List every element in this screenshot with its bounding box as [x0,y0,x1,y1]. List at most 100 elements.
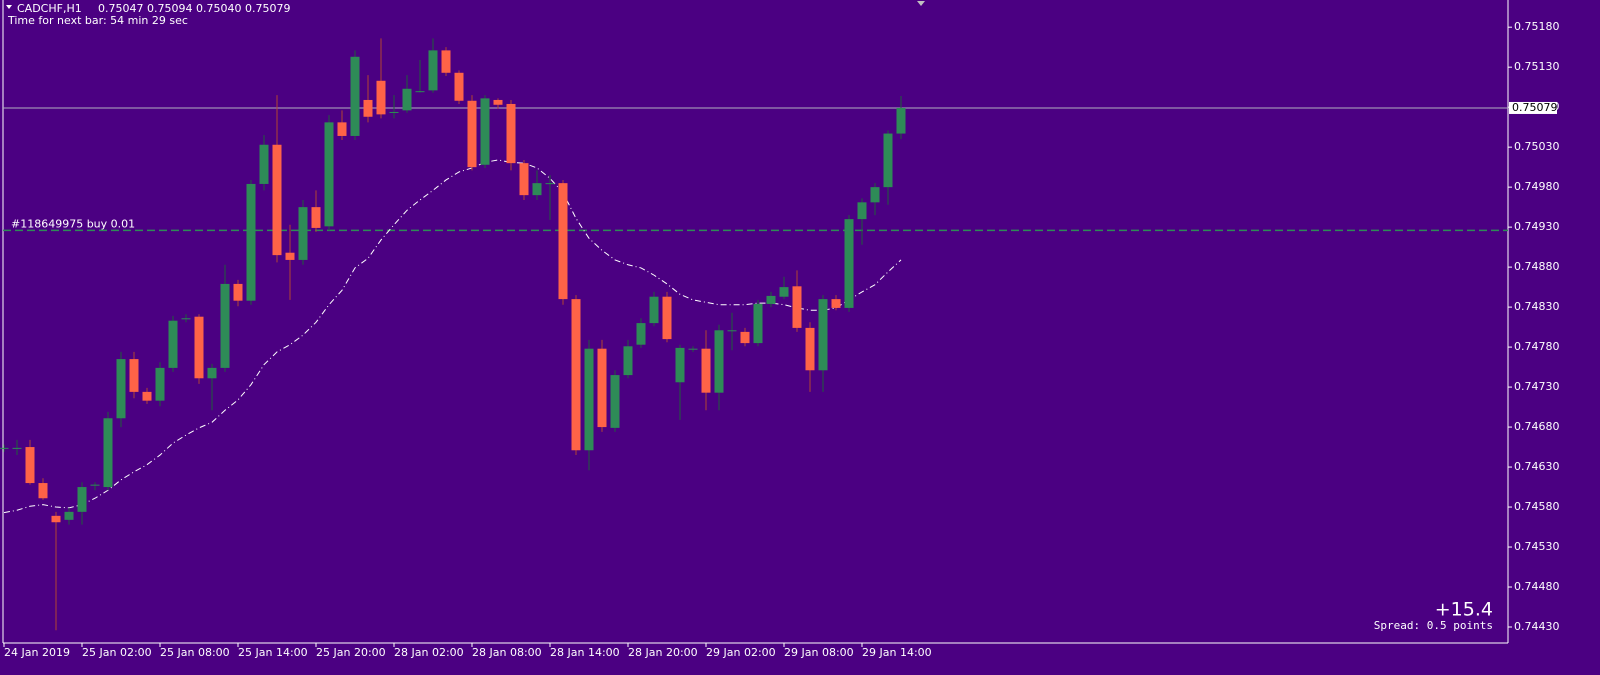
body [246,183,256,301]
y-tick-label: 0.75030 [1514,140,1560,153]
candle [831,295,841,311]
candle [675,344,685,420]
x-tick-label: 28 Jan 20:00 [628,646,698,659]
body [12,447,22,449]
candle [155,362,165,407]
candle [766,291,776,308]
y-tick-label: 0.74680 [1514,420,1560,433]
body [584,348,594,451]
body [51,515,61,523]
candle [259,135,269,191]
body [701,348,711,393]
candle [298,199,308,265]
candle [285,224,295,300]
candle [441,47,451,76]
body [545,183,555,185]
body [337,122,347,136]
candle [129,351,139,399]
body [870,187,880,203]
candle [792,270,802,332]
last-price-label: 0.75079 [1512,101,1558,114]
y-tick-label: 0.74580 [1514,500,1560,513]
body [324,122,334,227]
x-tick-label: 29 Jan 14:00 [862,646,932,659]
body [506,103,516,164]
candle [220,264,230,372]
candle [623,339,633,379]
y-tick-label: 0.75130 [1514,60,1560,73]
candle [506,99,516,171]
body [727,330,737,332]
candle [142,387,152,404]
y-tick-label: 0.74480 [1514,580,1560,593]
candle [233,279,243,307]
candle [0,444,9,452]
body [675,347,685,383]
candle [532,170,542,200]
body [181,318,191,320]
candle [207,363,217,411]
body [818,299,828,371]
y-tick-label: 0.74780 [1514,340,1560,353]
moving-average [3,159,902,514]
x-tick-label: 28 Jan 08:00 [472,646,542,659]
body [77,487,87,512]
body [753,303,763,344]
candle [77,482,87,525]
y-tick-label: 0.74980 [1514,180,1560,193]
x-tick-label: 24 Jan 2019 [4,646,70,659]
body [311,207,321,228]
candle [116,351,126,428]
body [454,72,464,101]
x-tick-label: 25 Jan 14:00 [238,646,308,659]
candle [714,324,724,411]
candle [480,95,490,168]
candle [12,439,22,456]
candle [844,215,854,312]
candle [545,175,555,220]
candle [90,482,100,491]
candle [688,346,698,352]
body [532,183,542,196]
x-tick-label: 25 Jan 02:00 [82,646,152,659]
y-tick-label: 0.75180 [1514,20,1560,33]
body [350,56,360,136]
x-tick-label: 25 Jan 20:00 [316,646,386,659]
candle [415,59,425,93]
candle [649,291,659,327]
body [844,219,854,308]
candle [558,179,568,305]
candle [818,295,828,392]
body [571,299,581,451]
candle [519,159,529,200]
last-price-box [1509,101,1557,114]
body [90,484,100,486]
body [64,511,74,520]
candle [857,198,867,245]
body [25,447,35,484]
y-tick-label: 0.74530 [1514,540,1560,553]
body [376,80,386,115]
body [428,50,438,91]
body [259,144,269,184]
x-tick-label: 25 Jan 08:00 [160,646,230,659]
candle [389,95,399,119]
body [558,183,568,300]
candle [584,339,594,471]
body [662,296,672,340]
candle [103,411,113,491]
body [597,348,607,428]
profit: +15.4 [1435,599,1493,621]
body [103,418,113,488]
candle [493,98,503,109]
y-tick-label: 0.74730 [1514,380,1560,393]
candle [402,75,412,113]
candle [701,330,711,411]
y-tick-label: 0.74880 [1514,260,1560,273]
collapse-icon[interactable] [6,5,12,9]
candle [337,110,347,140]
body [207,367,217,379]
candle [363,75,373,123]
